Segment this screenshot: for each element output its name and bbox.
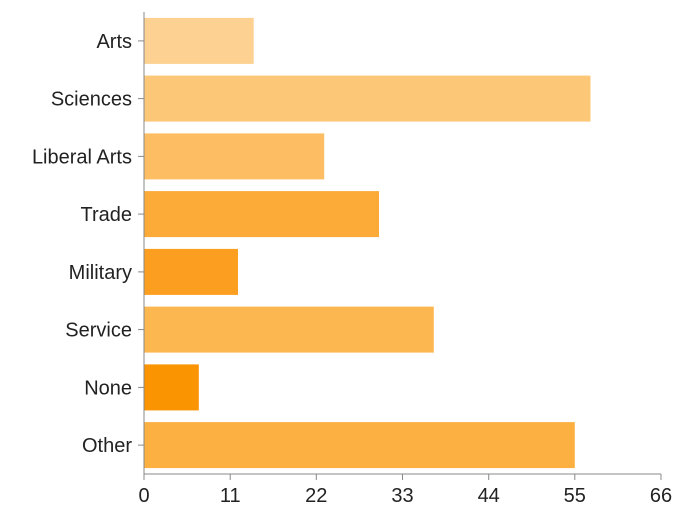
bar-trade	[144, 191, 379, 238]
bar-other	[144, 422, 575, 469]
bar-none	[144, 364, 199, 411]
category-labels-group: Arts Sciences Liberal Arts Trade Military Ser…	[32, 31, 144, 457]
bar-service	[144, 306, 434, 353]
bar-military	[144, 248, 238, 295]
category-label-service: Service	[65, 320, 132, 342]
bars-group	[144, 17, 591, 469]
category-label-military: Military	[69, 262, 132, 284]
category-label-trade: Trade	[80, 204, 132, 226]
x-tick-label-44: 44	[478, 485, 500, 507]
x-tick-label-0: 0	[138, 485, 149, 507]
x-tick-label-66: 66	[650, 485, 672, 507]
bar-sciences	[144, 75, 591, 122]
category-label-arts: Arts	[96, 31, 132, 53]
x-ticks-group: 0 11 22 33 44 55 66	[138, 474, 672, 507]
x-tick-label-22: 22	[305, 485, 327, 507]
bar-liberal-arts	[144, 133, 325, 180]
category-label-none: None	[84, 377, 132, 399]
x-tick-label-11: 11	[220, 485, 241, 507]
x-tick-label-33: 33	[391, 485, 413, 507]
bar-arts	[144, 17, 254, 64]
category-label-sciences: Sciences	[51, 89, 132, 111]
category-label-other: Other	[82, 435, 132, 457]
x-tick-label-55: 55	[564, 485, 586, 507]
category-label-liberal-arts: Liberal Arts	[32, 146, 132, 168]
